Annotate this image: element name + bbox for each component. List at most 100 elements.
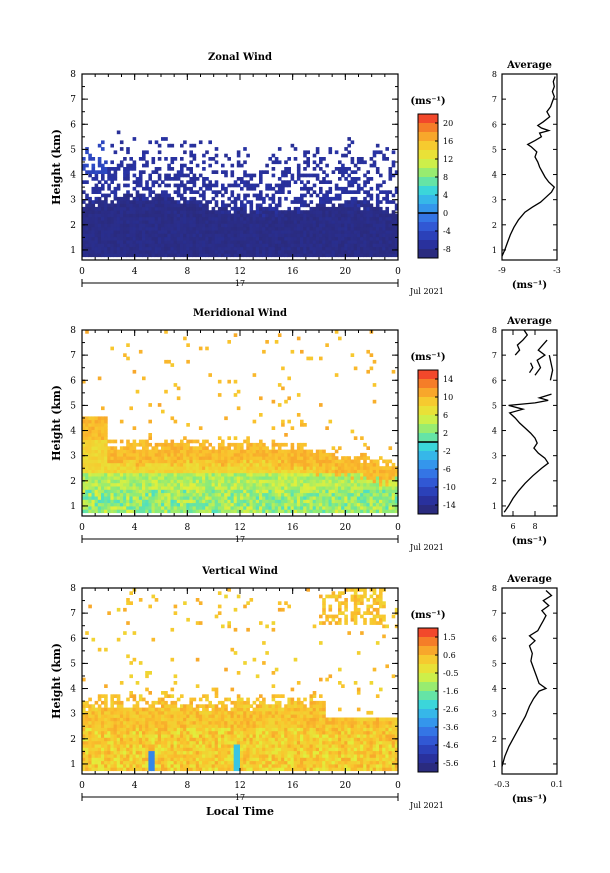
heatmap-cell [322, 196, 326, 201]
heatmap-cell [388, 499, 393, 504]
heatmap-cell [240, 459, 244, 464]
heatmap-cell [334, 479, 339, 484]
heatmap-cell [157, 196, 162, 201]
heatmap-cell [287, 479, 291, 484]
heatmap-cell [325, 469, 329, 474]
heatmap-cell [252, 492, 257, 497]
heatmap-cell [85, 423, 89, 427]
heatmap-cell [315, 236, 320, 241]
heatmap-cell [104, 486, 108, 490]
heatmap-cell [268, 240, 272, 244]
heatmap-cell [97, 246, 102, 251]
heatmap-cell [88, 230, 92, 234]
heatmap-cell [97, 750, 102, 755]
heatmap-cell [369, 203, 374, 208]
heatmap-cell [271, 193, 276, 198]
heatmap-cell [85, 744, 89, 748]
heatmap-cell [287, 210, 291, 214]
heatmap-cell [309, 469, 314, 474]
heatmap-cell [382, 459, 386, 464]
colorbar-swatch [418, 469, 438, 479]
heatmap-cell [366, 200, 370, 204]
heatmap-cell [135, 220, 140, 224]
heatmap-cell [347, 496, 351, 500]
heatmap-cell [334, 226, 339, 231]
heatmap-cell [255, 482, 260, 487]
heatmap-cell [123, 250, 127, 254]
heatmap-cell [142, 253, 146, 258]
heatmap-cell [325, 200, 329, 204]
heatmap-cell [85, 734, 89, 738]
heatmap-cell [135, 452, 140, 457]
heatmap-cell [369, 193, 374, 198]
heatmap-cell [104, 226, 108, 231]
heatmap-cell [164, 359, 168, 364]
heatmap-cell [85, 496, 89, 500]
heatmap-cell [312, 492, 317, 497]
heatmap-cell [375, 210, 380, 214]
heatmap-cell [138, 486, 143, 490]
heatmap-cell [350, 216, 355, 221]
heatmap-cell [91, 704, 96, 708]
heatmap-cell [243, 147, 247, 151]
heatmap-cell [255, 459, 260, 464]
heatmap-cell [391, 193, 396, 198]
heatmap-cell [350, 496, 355, 500]
heatmap-cell [309, 220, 314, 224]
heatmap-cell [167, 210, 171, 214]
heatmap-cell [300, 196, 304, 201]
heatmap-cell [123, 502, 127, 507]
heatmap-cell [303, 459, 307, 464]
heatmap-cell [183, 489, 187, 494]
heatmap-cell [145, 499, 149, 504]
heatmap-cell [94, 426, 99, 430]
heatmap-cell [334, 469, 339, 474]
heatmap-cell [91, 186, 96, 191]
heatmap-cell [110, 143, 114, 148]
heatmap-cell [284, 469, 288, 474]
heatmap-cell [198, 462, 203, 467]
heatmap-cell [167, 502, 171, 507]
heatmap-cell [180, 452, 184, 457]
heatmap-cell [319, 499, 323, 504]
heatmap-cell [126, 452, 130, 457]
heatmap-cell [151, 499, 156, 504]
heatmap-cell [290, 499, 295, 504]
heatmap-cell [296, 459, 301, 464]
heatmap-cell [208, 479, 212, 484]
heatmap-cell [148, 186, 152, 191]
heatmap-cell [287, 466, 291, 470]
heatmap-cell [322, 226, 326, 231]
heatmap-cell [123, 157, 127, 161]
heatmap-cell [281, 492, 285, 497]
heatmap-cell [312, 499, 317, 504]
heatmap-cell [119, 243, 124, 248]
heatmap-cell [315, 220, 320, 224]
heatmap-cell [82, 737, 86, 742]
heatmap-cell [334, 502, 339, 507]
heatmap-cell [135, 253, 140, 258]
heatmap-cell [366, 349, 370, 354]
heatmap-cell [198, 426, 203, 430]
heatmap-cell [161, 472, 165, 477]
heatmap-cell [259, 496, 263, 500]
heatmap-cell [246, 479, 250, 484]
heatmap-cell [334, 216, 339, 221]
heatmap-cell [363, 469, 367, 474]
heatmap-cell [369, 240, 374, 244]
heatmap-cell [385, 462, 389, 467]
heatmap-cell [116, 496, 121, 500]
colorbar-swatch [418, 186, 438, 196]
heatmap-cell [271, 220, 276, 224]
heatmap-cell [388, 233, 393, 238]
heatmap-cell [328, 220, 333, 224]
colorbar-tick-label: -8 [443, 245, 451, 254]
heatmap-cell [85, 720, 89, 725]
heatmap-cell [277, 196, 282, 201]
heatmap-cell [202, 236, 206, 241]
heatmap-cell [97, 714, 102, 718]
heatmap-cell [107, 710, 111, 715]
heatmap-cell [151, 486, 156, 490]
heatmap-cell [170, 250, 175, 254]
